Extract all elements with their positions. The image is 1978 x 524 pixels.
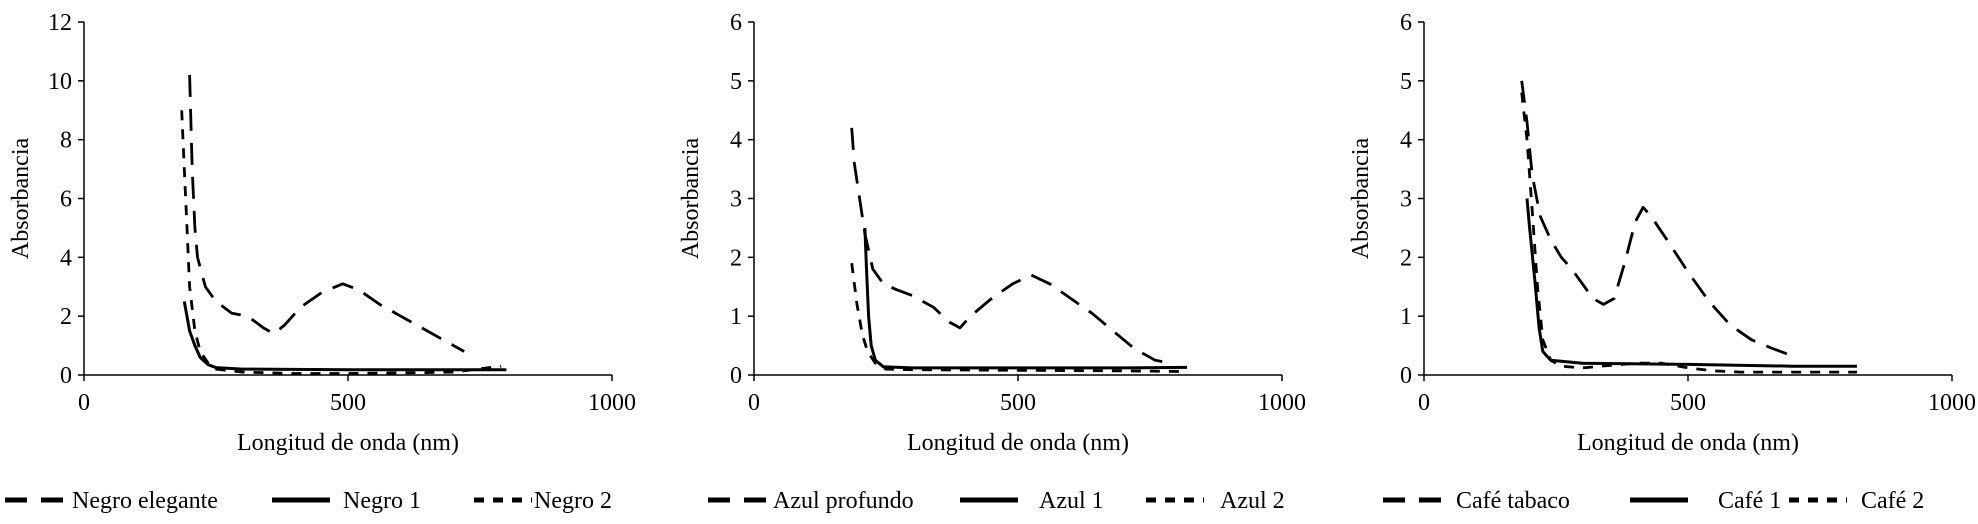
x-tick-label: 1000 <box>588 390 636 416</box>
legend-label: Café 2 <box>1861 488 1924 514</box>
y-tick-label: 10 <box>48 69 72 95</box>
series-line-azul-profundo <box>850 127 1172 365</box>
y-tick-label: 6 <box>60 187 72 213</box>
y-tick-label: 3 <box>1400 187 1412 213</box>
series-line-negro-1 <box>182 301 507 372</box>
y-tick-label: 0 <box>730 363 742 389</box>
series-line-negro-2 <box>180 110 502 375</box>
y-axis-label: Absorbancia <box>8 138 34 260</box>
y-tick-label: 6 <box>1400 10 1412 36</box>
legend-label: Azul 1 <box>1039 488 1104 514</box>
x-tick-label: 500 <box>1670 390 1706 416</box>
chart-panel-3: 0 1 2 3 4 5 6 0 500 1000 Longitud de onda (nm) Abso… <box>1348 10 1976 514</box>
legend-label: Negro 2 <box>534 488 612 514</box>
y-axis-label: Absorbancia <box>678 138 704 260</box>
x-tick-label: 0 <box>1418 390 1430 416</box>
x-tick-label: 0 <box>748 390 760 416</box>
y-tick-label: 2 <box>60 304 72 330</box>
x-tick-label: 0 <box>78 390 90 416</box>
series-line-caf-1 <box>1525 198 1857 368</box>
y-tick-label: 8 <box>60 128 72 154</box>
series-line-caf-2 <box>1520 92 1857 374</box>
y-tick-label: 5 <box>1400 69 1412 95</box>
legend-label: Azul 2 <box>1220 488 1285 514</box>
x-tick-label: 500 <box>1000 390 1036 416</box>
y-axis-label: Absorbancia <box>1348 138 1374 260</box>
series-line-caf-tabaco <box>1520 80 1789 356</box>
x-axis-label: Longitud de onda (nm) <box>907 430 1129 456</box>
legend-label: Café 1 <box>1718 488 1781 514</box>
series-line-azul-1 <box>863 227 1188 370</box>
y-tick-label: 3 <box>730 187 742 213</box>
y-tick-label: 12 <box>48 10 72 36</box>
y-tick-label: 1 <box>1400 304 1412 330</box>
legend-label: Azul profundo <box>773 488 914 514</box>
legend-label: Negro elegante <box>72 488 218 514</box>
x-axis-label: Longitud de onda (nm) <box>1577 430 1799 456</box>
series-line-negro-elegante <box>188 74 465 353</box>
y-tick-label: 4 <box>60 245 72 271</box>
legend-label: Café tabaco <box>1456 488 1570 514</box>
y-tick-label: 0 <box>60 363 72 389</box>
x-tick-label: 1000 <box>1258 390 1306 416</box>
y-tick-label: 4 <box>1400 128 1412 154</box>
y-tick-label: 0 <box>1400 363 1412 389</box>
y-tick-label: 4 <box>730 128 742 154</box>
legend-label: Negro 1 <box>343 488 421 514</box>
x-tick-label: 1000 <box>1928 390 1976 416</box>
y-tick-label: 2 <box>1400 245 1412 271</box>
y-tick-label: 5 <box>730 69 742 95</box>
y-tick-label: 2 <box>730 245 742 271</box>
y-tick-label: 1 <box>730 304 742 330</box>
chart-panel-1: 0 2 4 6 8 10 12 0 500 1000 Longitud de onda (nm) Ab… <box>5 10 636 514</box>
x-axis-label: Longitud de onda (nm) <box>237 430 459 456</box>
chart-panel-2: 0 1 2 3 4 5 6 0 500 1000 Longitud de onda (nm) Abso… <box>678 10 1306 514</box>
y-tick-label: 6 <box>730 10 742 36</box>
x-tick-label: 500 <box>330 390 366 416</box>
